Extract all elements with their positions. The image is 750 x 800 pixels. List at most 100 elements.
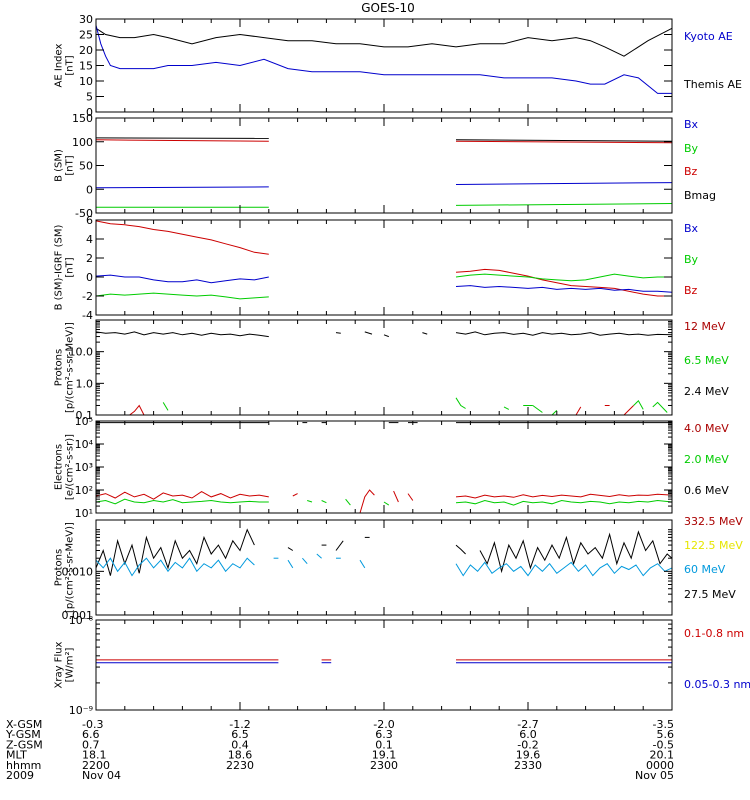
ephemeris-value: 2230 (226, 759, 254, 772)
legend-entry: 0.6 MeV (684, 484, 729, 497)
ephemeris-value: 5.6 (657, 728, 675, 741)
y-tick-label: 10 (79, 75, 93, 88)
y-tick-label: -4 (82, 309, 93, 322)
y-tick-label: 10⁴ (75, 438, 94, 451)
series-2-4-mev-seg-5 (422, 332, 428, 335)
legend-entry: By (684, 142, 699, 155)
legend-entry: Bz (684, 165, 698, 178)
ephemeris-value: 0.4 (231, 738, 249, 751)
series-4-0-mev-seg-1 (95, 491, 269, 500)
y-tick-label: 0.001 (62, 609, 94, 622)
ephemeris-value: -0.3 (82, 718, 103, 731)
ephemeris-value: 0.1 (375, 738, 393, 751)
y-tick-label: 50 (79, 160, 93, 173)
series-bz-seg-1 (95, 220, 269, 255)
y-tick-label: 4 (86, 233, 93, 246)
legend-entry: 0.05-0.3 nm (684, 678, 750, 691)
legend-entry: 60 MeV (684, 563, 726, 576)
series-2-0-mev-seg-3 (321, 500, 327, 504)
ephemeris-value: -1.2 (229, 718, 250, 731)
ephemeris-value: 20.1 (650, 749, 675, 762)
series-60-mev-seg-7 (359, 559, 366, 569)
series-by-seg-2 (455, 273, 672, 282)
ephemeris-row-label: Y-GSM (5, 728, 41, 741)
series-by-seg-1 (95, 292, 269, 300)
y-tick-label: 0 (86, 183, 93, 196)
y-tick-label: 2 (86, 252, 93, 265)
panel-1: 0 5 10 15 20 25 30 AE Index [nT] Kyoto AE Themis A… (54, 13, 742, 119)
series-2-0-mev-seg-5 (383, 501, 390, 506)
y-axis-label: [p/(cm²-s-sr-MeV)] (65, 522, 76, 613)
ephemeris-value: 2330 (514, 759, 542, 772)
series-4-0-mev-seg-6 (455, 493, 673, 499)
panel-2: -50 0 50 100 150 B (SM) [nT] Bx By Bz Bmag (54, 112, 717, 220)
series-60-mev-seg-3 (287, 559, 294, 569)
y-axis-label: Protons (54, 349, 65, 386)
ephemeris-value: 18.1 (82, 749, 107, 762)
y-tick-label: 20 (79, 44, 93, 57)
legend-entry: Kyoto AE (684, 30, 733, 43)
y-tick-label: 10⁻⁹ (69, 704, 93, 717)
series-6-5-mev-seg-1 (162, 402, 169, 411)
panel-frame (95, 619, 673, 711)
legend-entry: Bz (684, 284, 698, 297)
series-12-mev-seg-1 (129, 404, 145, 416)
y-tick-label: 6 (86, 214, 93, 227)
series-6-5-mev-seg-2 (455, 397, 466, 409)
panel-3: -4 -2 0 2 4 6 B (SM)-IGRF (SM) [nT] Bx By Bz (54, 214, 699, 322)
series-2-0-mev-seg-2 (307, 500, 313, 503)
ephemeris-value: -0.5 (653, 738, 674, 751)
ephemeris-value: 6.0 (519, 728, 537, 741)
y-tick-label: 25 (79, 29, 93, 42)
series-27-5-mev-seg-7 (479, 530, 673, 574)
y-axis-label: [nT] (65, 257, 76, 277)
y-tick-label: 10.0 (69, 346, 94, 359)
series-bz-seg-2 (455, 140, 673, 144)
ephemeris-value: 2300 (370, 759, 398, 772)
series-by-seg-2 (455, 203, 673, 206)
y-tick-label: 30 (79, 13, 93, 26)
series-6-5-mev-seg-9 (652, 401, 668, 413)
series-60-mev-seg-4 (302, 557, 308, 565)
series-bz-seg-2 (455, 268, 672, 297)
series-4-0-mev-seg-5 (407, 493, 414, 501)
y-tick-label: 150 (72, 112, 93, 125)
series-2-0-mev-seg-1 (95, 498, 269, 505)
ephemeris-value: 6.5 (231, 728, 249, 741)
ephemeris-row-label: hhmm (6, 759, 41, 772)
ephemeris-value: 19.6 (516, 749, 541, 762)
series-4-0-mev-seg-3 (359, 489, 375, 514)
ephemeris-row-label: MLT (6, 749, 27, 762)
series-6-5-mev-seg-7 (551, 410, 558, 416)
series-12-mev-seg-4 (623, 405, 634, 416)
y-tick-label: 5 (86, 91, 93, 104)
series-themis-ae-seg-1 (95, 25, 672, 94)
ephemeris-row-label: Z-GSM (6, 738, 43, 751)
series-6-5-mev-seg-4 (503, 406, 510, 410)
series-bx-seg-2 (455, 182, 673, 185)
legend-entry: 0.1-0.8 nm (684, 627, 744, 640)
series-kyoto-ae-seg-1 (95, 27, 673, 57)
ephemeris-value: -2.0 (373, 718, 394, 731)
ephemeris-value: 6.3 (375, 728, 393, 741)
ephemeris-value: 2200 (82, 759, 110, 772)
y-tick-label: 100 (72, 136, 93, 149)
series-bz-seg-1 (95, 139, 269, 142)
series-2-4-mev-seg-3 (364, 331, 373, 335)
series-2-0-mev-seg-6 (455, 499, 673, 506)
legend-entry: 27.5 MeV (684, 588, 736, 601)
legend-entry: By (684, 253, 699, 266)
ephemeris-value: -2.7 (517, 718, 538, 731)
y-axis-label: [nT] (65, 55, 76, 75)
series-4-0-mev-seg-2 (292, 493, 298, 497)
legend-entry: 12 MeV (684, 320, 726, 333)
y-axis-label: [nT] (65, 155, 76, 175)
ephemeris-row-label: 2009 (6, 769, 34, 782)
series-60-mev-seg-5 (316, 553, 322, 559)
ephemeris-value: 0.7 (82, 738, 100, 751)
y-axis-label: [e/(cm²-s-sr)] (65, 434, 76, 500)
y-axis-label: B (SM)-IGRF (SM) (54, 225, 65, 311)
panel-4: 0.1 1.0 10.0 Protons [p/(cm²-s-sr-MeV)] 12 Me… (54, 319, 729, 422)
